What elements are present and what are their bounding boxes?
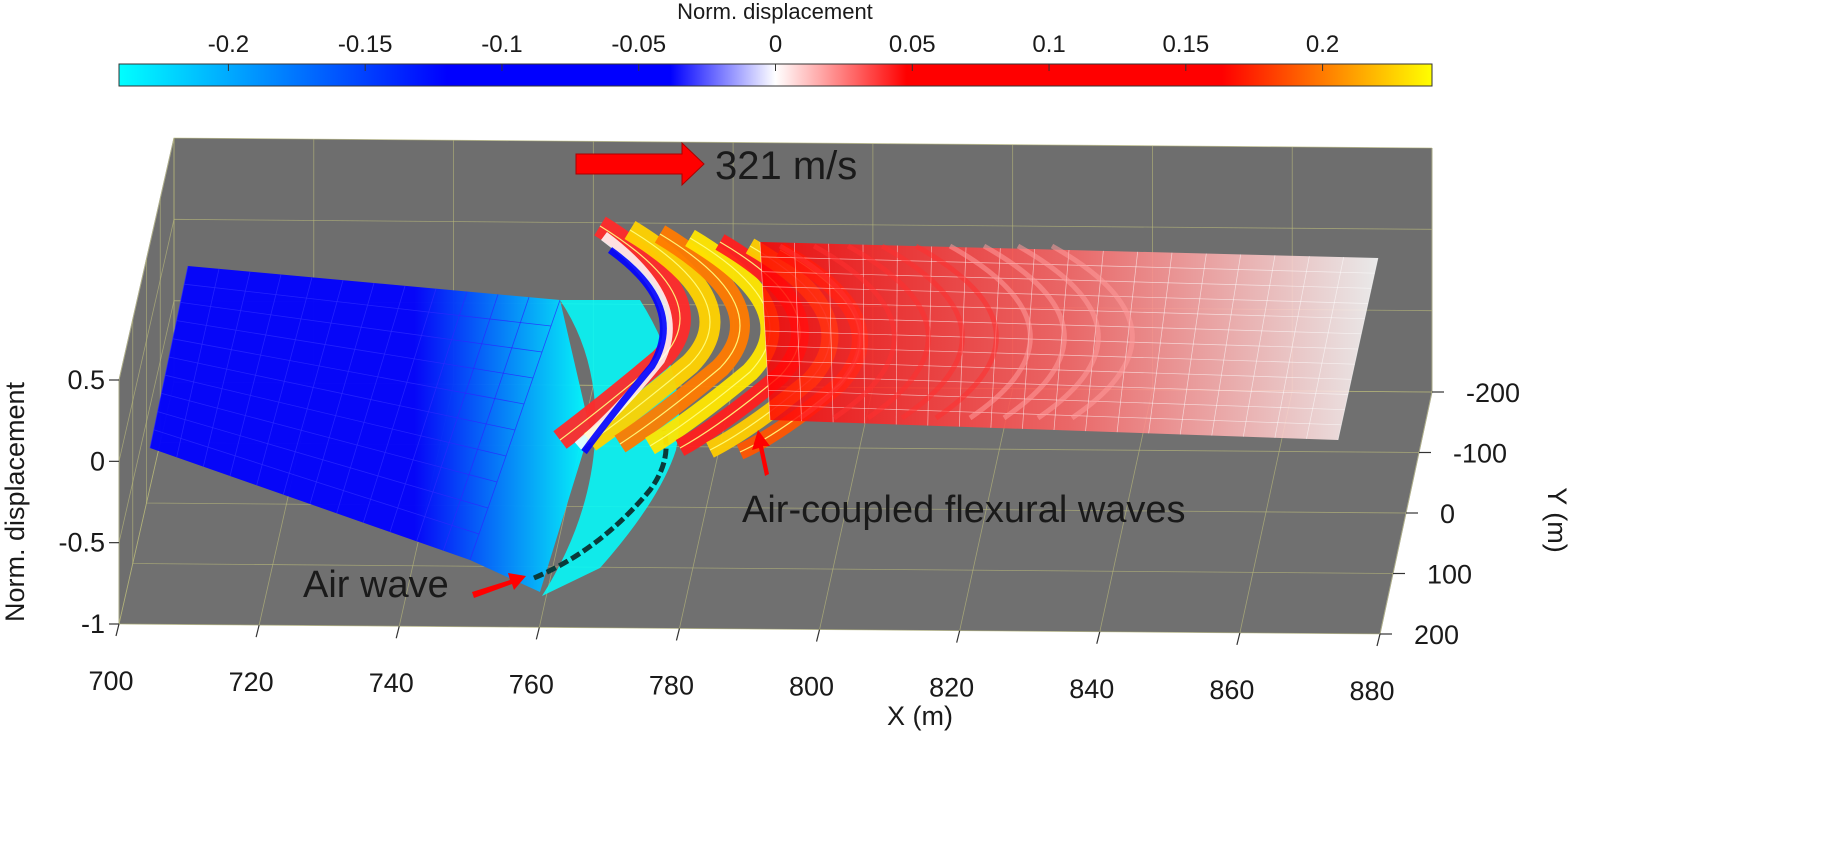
colorbar-tick-label: -0.2 [208,31,249,58]
grid-line [118,218,1433,462]
colorbar-ticks: -0.2 -0.15 -0.1 -0.05 0 0.05 0.1 0.15 0.2 [208,31,1339,71]
y-tick-label: 200 [1414,620,1459,650]
left-region-mesh [149,265,561,561]
y-tick-label: -100 [1453,439,1507,469]
x-tick-label: 780 [649,670,694,700]
x-tick-mark [956,630,961,643]
colorbar-tick-label: 0.15 [1162,31,1209,58]
tail-region-mesh [759,241,1379,441]
x-tick-label: 880 [1349,676,1394,706]
mesh-line [161,393,498,483]
x-tick-mark [815,629,821,642]
flexural-arrow [752,430,770,476]
colorbar-tick-label: 0.1 [1032,31,1065,58]
air-wave-trace [533,429,669,581]
x-tick-mark [675,628,681,641]
colorbar-tick-label: 0.2 [1306,31,1339,58]
mesh-line [180,302,543,353]
wave-band-ridge [649,237,771,447]
ripple-arc [778,243,863,421]
mesh-line [766,360,1352,380]
x-axis-label: X (m) [887,701,953,731]
ripple-arc [1016,243,1101,421]
colorbar-tick-label: -0.05 [611,31,666,58]
ripple-arc [846,243,931,421]
y-tick-label: 100 [1427,560,1472,590]
x-tick-label: 800 [789,672,834,702]
ripple-arc [914,243,999,421]
mesh-line [763,300,1365,320]
x-tick-label: 840 [1069,674,1114,704]
y-tick-label: 0 [1440,499,1455,529]
x-axis-ticks: 700 720 740 760 780 800 820 840 860 880 [88,623,1395,706]
air-wave-label: Air wave [303,564,449,606]
x-tick-mark [535,627,540,640]
wave-band-ridge [589,229,711,443]
mesh-line [184,283,552,327]
air-wave-annotation: Air wave [303,564,526,606]
air-wave-arrow [472,573,526,598]
y-tick-label: -200 [1466,378,1520,408]
ripple-arcs [778,243,1135,421]
z-tick-label: -1 [81,609,105,639]
speed-annotation: 321 m/s [575,141,857,188]
wave-band-ridge [619,233,741,445]
y-axis-ticks: -200 -100 0 100 200 [1380,378,1520,650]
z-axis-label: Norm. displacement [0,381,30,622]
speed-label: 321 m/s [715,144,857,188]
x-tick-label: 720 [229,667,274,697]
colorbar-label: Norm. displacement [677,0,873,24]
x-tick-label: 760 [509,669,554,699]
colorbar-tick-label: -0.15 [338,31,393,58]
mesh-line [767,375,1349,395]
mesh-line [165,374,507,457]
z-tick-label: -0.5 [58,528,105,558]
colorbar-tick-label: 0.05 [889,31,936,58]
z-axis-ticks: 0.5 0 -0.5 -1 [58,365,119,639]
x-tick-mark [1236,632,1241,646]
mesh-line [764,330,1359,350]
mesh-line [172,338,525,405]
x-tick-label: 740 [369,668,414,698]
mesh-line [157,411,489,509]
speed-arrow [575,141,705,187]
ripple-arc [880,243,965,421]
x-tick-mark [1376,633,1381,647]
mesh-line [762,286,1369,304]
ripple-arc [982,243,1067,421]
flexural-label: Air-coupled flexural waves [742,489,1186,531]
x-tick-mark [395,626,400,639]
z-tick-label: 0 [90,446,105,476]
z-tick-label: 0.5 [67,365,105,395]
colorbar-tick-label: -0.1 [481,31,522,58]
mesh-line [760,256,1375,274]
ripple-arc [1050,243,1135,421]
wave-trough-blue [581,247,667,455]
grid-line [118,137,1433,381]
x-tick-label: 820 [929,673,974,703]
y-axis-label: Y (m) [1542,487,1572,553]
left-region-surface [150,266,590,592]
displacement-surface [149,216,1379,596]
mesh-line [153,429,480,535]
mesh-line [168,356,516,431]
mesh-line [769,404,1342,426]
x-tick-mark [1096,631,1101,644]
x-tick-label: 860 [1209,675,1254,705]
x-tick-mark [115,623,120,637]
x-tick-mark [255,624,260,638]
colorbar-tick-label: 0 [769,31,782,58]
x-tick-label: 700 [88,666,133,696]
mesh-line [176,320,534,379]
flexural-annotation: Air-coupled flexural waves [742,430,1186,531]
ripple-arc [812,243,897,421]
ripple-arc [948,243,1033,421]
colorbar: Norm. displacement -0.2 -0.15 -0.1 -0.05 0 0.… [118,0,1433,87]
